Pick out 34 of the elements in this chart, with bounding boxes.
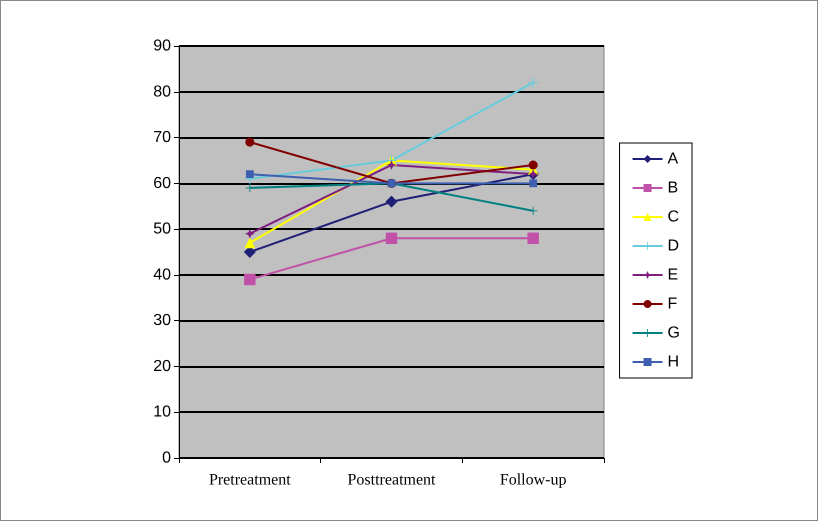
legend-label: E (668, 266, 678, 284)
point (527, 232, 539, 244)
legend-label: G (668, 324, 680, 342)
legend-label: F (668, 296, 678, 312)
legend-label: H (668, 354, 680, 370)
point (245, 138, 254, 147)
point (245, 228, 255, 238)
point (528, 206, 538, 215)
y-tick-label: 60 (153, 174, 172, 192)
y-tick-label: 50 (153, 220, 172, 238)
point (528, 160, 538, 170)
y-tick-label: 0 (162, 450, 172, 466)
legend-label: D (668, 238, 680, 254)
y-tick-label: 80 (153, 83, 172, 100)
y-tick-label: 20 (153, 358, 172, 375)
point (244, 274, 256, 286)
point (386, 232, 398, 244)
y-tick-label: 10 (153, 404, 172, 421)
legend-label: B (668, 180, 678, 196)
y-tick-label: 90 (153, 38, 172, 54)
x-tick-label: Pretreatment (208, 472, 292, 488)
point (244, 237, 256, 248)
legend-label: A (668, 150, 679, 168)
point (529, 179, 538, 188)
x-tick-label: Posttreatment (348, 472, 436, 488)
y-tick-label: 30 (153, 312, 172, 330)
point (528, 78, 538, 88)
point (386, 160, 396, 170)
legend-label: C (668, 208, 680, 226)
y-tick-label: 40 (153, 266, 172, 284)
point (246, 170, 254, 178)
x-tick-label: Follow-up (500, 472, 567, 488)
y-tick-label: 70 (153, 129, 172, 146)
point (386, 196, 398, 208)
